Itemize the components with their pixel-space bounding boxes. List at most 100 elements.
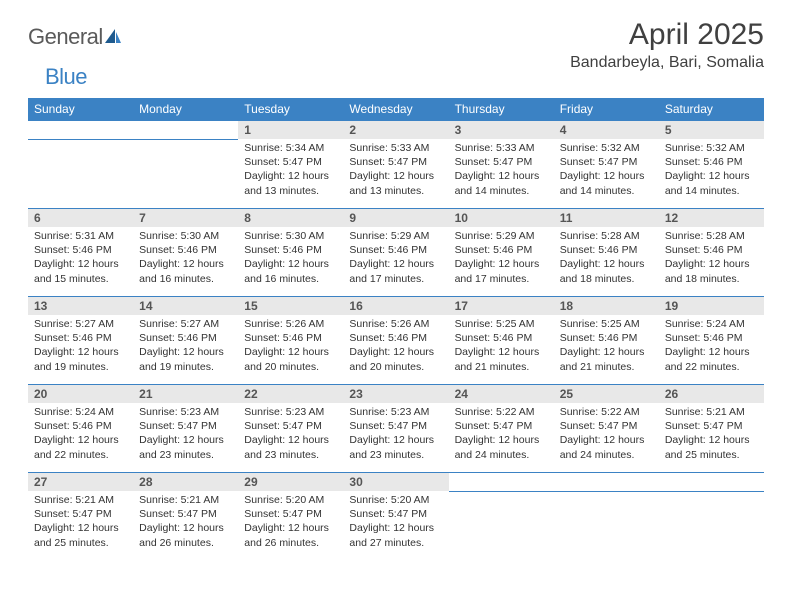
day-number: 27: [28, 472, 133, 491]
calendar-day-cell: 15Sunrise: 5:26 AMSunset: 5:46 PMDayligh…: [238, 296, 343, 384]
day-number: 14: [133, 296, 238, 315]
day-number: 16: [343, 296, 448, 315]
day-number: 2: [343, 120, 448, 139]
calendar-day-cell: 2Sunrise: 5:33 AMSunset: 5:47 PMDaylight…: [343, 120, 448, 208]
day-number: 23: [343, 384, 448, 403]
day-number: 10: [449, 208, 554, 227]
day-details: Sunrise: 5:34 AMSunset: 5:47 PMDaylight:…: [238, 139, 343, 202]
day-number: 15: [238, 296, 343, 315]
calendar-day-cell: 8Sunrise: 5:30 AMSunset: 5:46 PMDaylight…: [238, 208, 343, 296]
calendar-day-cell: 16Sunrise: 5:26 AMSunset: 5:46 PMDayligh…: [343, 296, 448, 384]
calendar-day-cell: 13Sunrise: 5:27 AMSunset: 5:46 PMDayligh…: [28, 296, 133, 384]
day-details: Sunrise: 5:25 AMSunset: 5:46 PMDaylight:…: [554, 315, 659, 378]
calendar-day-cell: 7Sunrise: 5:30 AMSunset: 5:46 PMDaylight…: [133, 208, 238, 296]
day-details: Sunrise: 5:28 AMSunset: 5:46 PMDaylight:…: [659, 227, 764, 290]
day-number: 11: [554, 208, 659, 227]
calendar-day-cell: 14Sunrise: 5:27 AMSunset: 5:46 PMDayligh…: [133, 296, 238, 384]
day-details: Sunrise: 5:20 AMSunset: 5:47 PMDaylight:…: [238, 491, 343, 554]
weekday-header: Sunday: [28, 98, 133, 120]
day-details: Sunrise: 5:21 AMSunset: 5:47 PMDaylight:…: [28, 491, 133, 554]
day-number: 17: [449, 296, 554, 315]
calendar-day-cell: 24Sunrise: 5:22 AMSunset: 5:47 PMDayligh…: [449, 384, 554, 472]
day-details: Sunrise: 5:26 AMSunset: 5:46 PMDaylight:…: [238, 315, 343, 378]
calendar-day-cell: 3Sunrise: 5:33 AMSunset: 5:47 PMDaylight…: [449, 120, 554, 208]
logo: General: [28, 18, 125, 50]
day-number: 25: [554, 384, 659, 403]
calendar-day-cell: 4Sunrise: 5:32 AMSunset: 5:47 PMDaylight…: [554, 120, 659, 208]
day-details: Sunrise: 5:26 AMSunset: 5:46 PMDaylight:…: [343, 315, 448, 378]
calendar-day-cell: 23Sunrise: 5:23 AMSunset: 5:47 PMDayligh…: [343, 384, 448, 472]
title-block: April 2025 Bandarbeyla, Bari, Somalia: [570, 18, 764, 72]
day-details: Sunrise: 5:24 AMSunset: 5:46 PMDaylight:…: [659, 315, 764, 378]
day-number: 8: [238, 208, 343, 227]
day-details: Sunrise: 5:27 AMSunset: 5:46 PMDaylight:…: [28, 315, 133, 378]
calendar-day-cell: 21Sunrise: 5:23 AMSunset: 5:47 PMDayligh…: [133, 384, 238, 472]
calendar-day-cell: 29Sunrise: 5:20 AMSunset: 5:47 PMDayligh…: [238, 472, 343, 560]
calendar-day-cell: 9Sunrise: 5:29 AMSunset: 5:46 PMDaylight…: [343, 208, 448, 296]
day-number: 26: [659, 384, 764, 403]
day-details: Sunrise: 5:22 AMSunset: 5:47 PMDaylight:…: [554, 403, 659, 466]
calendar-day-cell: 5Sunrise: 5:32 AMSunset: 5:46 PMDaylight…: [659, 120, 764, 208]
day-details: Sunrise: 5:23 AMSunset: 5:47 PMDaylight:…: [133, 403, 238, 466]
day-number: 13: [28, 296, 133, 315]
calendar-day-cell: 6Sunrise: 5:31 AMSunset: 5:46 PMDaylight…: [28, 208, 133, 296]
day-details: Sunrise: 5:30 AMSunset: 5:46 PMDaylight:…: [133, 227, 238, 290]
calendar-day-cell: 28Sunrise: 5:21 AMSunset: 5:47 PMDayligh…: [133, 472, 238, 560]
day-details: Sunrise: 5:33 AMSunset: 5:47 PMDaylight:…: [449, 139, 554, 202]
weekday-header: Friday: [554, 98, 659, 120]
day-details: Sunrise: 5:20 AMSunset: 5:47 PMDaylight:…: [343, 491, 448, 554]
calendar-week-row: 20Sunrise: 5:24 AMSunset: 5:46 PMDayligh…: [28, 384, 764, 472]
day-number: 12: [659, 208, 764, 227]
day-details: Sunrise: 5:30 AMSunset: 5:46 PMDaylight:…: [238, 227, 343, 290]
weekday-header: Saturday: [659, 98, 764, 120]
calendar-day-cell: 18Sunrise: 5:25 AMSunset: 5:46 PMDayligh…: [554, 296, 659, 384]
day-details: Sunrise: 5:21 AMSunset: 5:47 PMDaylight:…: [659, 403, 764, 466]
day-number: 24: [449, 384, 554, 403]
day-details: Sunrise: 5:22 AMSunset: 5:47 PMDaylight:…: [449, 403, 554, 466]
day-number: 3: [449, 120, 554, 139]
calendar-day-cell: 1Sunrise: 5:34 AMSunset: 5:47 PMDaylight…: [238, 120, 343, 208]
calendar-day-cell: [133, 120, 238, 208]
calendar-day-cell: [28, 120, 133, 208]
day-details: Sunrise: 5:23 AMSunset: 5:47 PMDaylight:…: [343, 403, 448, 466]
day-details: Sunrise: 5:23 AMSunset: 5:47 PMDaylight:…: [238, 403, 343, 466]
calendar-day-cell: 17Sunrise: 5:25 AMSunset: 5:46 PMDayligh…: [449, 296, 554, 384]
day-number: 5: [659, 120, 764, 139]
calendar-day-cell: 12Sunrise: 5:28 AMSunset: 5:46 PMDayligh…: [659, 208, 764, 296]
day-number: 7: [133, 208, 238, 227]
day-number: 18: [554, 296, 659, 315]
location: Bandarbeyla, Bari, Somalia: [570, 54, 764, 72]
day-details: Sunrise: 5:32 AMSunset: 5:46 PMDaylight:…: [659, 139, 764, 202]
day-details: Sunrise: 5:29 AMSunset: 5:46 PMDaylight:…: [343, 227, 448, 290]
day-number: 19: [659, 296, 764, 315]
calendar-page: General April 2025 Bandarbeyla, Bari, So…: [0, 0, 792, 560]
logo-sail-icon: [103, 27, 123, 50]
calendar-day-cell: 10Sunrise: 5:29 AMSunset: 5:46 PMDayligh…: [449, 208, 554, 296]
calendar-day-cell: 30Sunrise: 5:20 AMSunset: 5:47 PMDayligh…: [343, 472, 448, 560]
day-number: 29: [238, 472, 343, 491]
day-details: Sunrise: 5:33 AMSunset: 5:47 PMDaylight:…: [343, 139, 448, 202]
weekday-header: Tuesday: [238, 98, 343, 120]
calendar-day-cell: 26Sunrise: 5:21 AMSunset: 5:47 PMDayligh…: [659, 384, 764, 472]
day-number: 9: [343, 208, 448, 227]
day-details: Sunrise: 5:25 AMSunset: 5:46 PMDaylight:…: [449, 315, 554, 378]
calendar-day-cell: 27Sunrise: 5:21 AMSunset: 5:47 PMDayligh…: [28, 472, 133, 560]
day-details: Sunrise: 5:32 AMSunset: 5:47 PMDaylight:…: [554, 139, 659, 202]
day-number: 6: [28, 208, 133, 227]
weekday-header: Wednesday: [343, 98, 448, 120]
calendar-day-cell: 20Sunrise: 5:24 AMSunset: 5:46 PMDayligh…: [28, 384, 133, 472]
day-details: Sunrise: 5:29 AMSunset: 5:46 PMDaylight:…: [449, 227, 554, 290]
day-number: 20: [28, 384, 133, 403]
day-number: 4: [554, 120, 659, 139]
calendar-week-row: 6Sunrise: 5:31 AMSunset: 5:46 PMDaylight…: [28, 208, 764, 296]
calendar-day-cell: 25Sunrise: 5:22 AMSunset: 5:47 PMDayligh…: [554, 384, 659, 472]
calendar-day-cell: 19Sunrise: 5:24 AMSunset: 5:46 PMDayligh…: [659, 296, 764, 384]
calendar-day-cell: 22Sunrise: 5:23 AMSunset: 5:47 PMDayligh…: [238, 384, 343, 472]
day-details: Sunrise: 5:27 AMSunset: 5:46 PMDaylight:…: [133, 315, 238, 378]
day-number: 28: [133, 472, 238, 491]
calendar-day-cell: [554, 472, 659, 560]
weekday-header: Monday: [133, 98, 238, 120]
day-number: 22: [238, 384, 343, 403]
calendar-week-row: 13Sunrise: 5:27 AMSunset: 5:46 PMDayligh…: [28, 296, 764, 384]
month-title: April 2025: [570, 18, 764, 52]
